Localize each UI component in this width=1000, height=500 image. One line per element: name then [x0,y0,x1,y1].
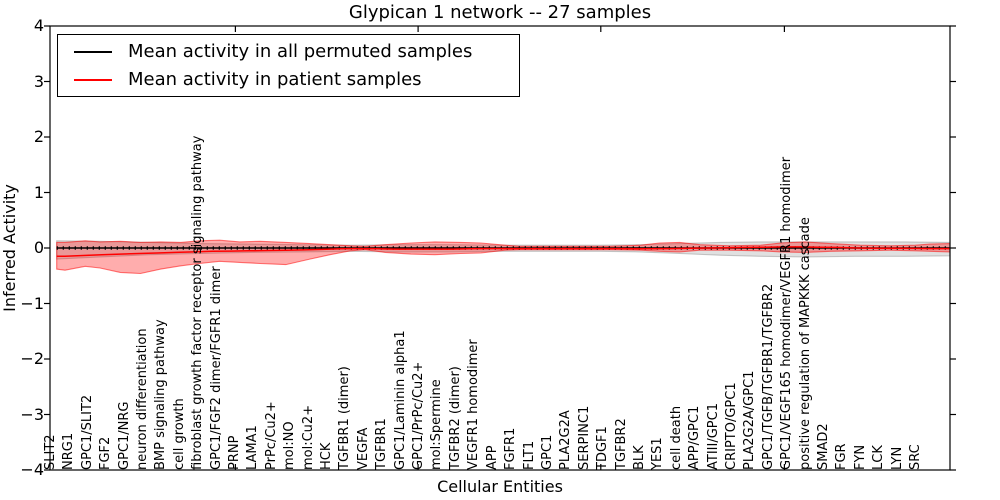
y-tick-label: −1 [20,293,44,313]
x-tick-label: cell growth [171,398,187,470]
x-axis-label: Cellular Entities [437,477,563,496]
x-tick-label: mol:Spermine [429,379,445,470]
x-tick-label: BLK [631,445,647,470]
x-tick-label: mol:Cu2+ [300,404,316,470]
chart-title: Glypican 1 network -- 27 samples [348,2,652,23]
x-tick-label: YES1 [650,437,666,470]
x-tick-label: FGFR1 [503,427,519,470]
x-tick-label: positive regulation of MAPKKK cascade [797,217,813,470]
x-tick-label: VEGFA [355,427,371,470]
legend: Mean activity in all permuted samples Mea… [57,34,520,97]
x-tick-label: PLA2G2A [558,410,574,470]
legend-label: Mean activity in all permuted samples [128,41,473,62]
x-tick-label: GPC1/TGFB/TGFBR1/TGFBR2 [760,283,776,470]
x-tick-label: APP/GPC1 [687,405,703,470]
patient-mean-line [56,246,950,258]
x-tick-label: mol:NO [282,421,298,470]
y-tick-label: −2 [20,349,44,368]
x-tick-label: GPC1/VEGF165 homodimer/VEGFR1 homodimer [779,156,795,470]
x-tick-label: HCK [319,442,335,470]
y-tick-label: −3 [20,404,44,424]
permuted-line-sample [74,50,112,53]
x-tick-label: GPC1/NRG [116,401,132,470]
x-tick-label: GPC1/Laminin alpha1 [392,330,408,470]
y-tick-label: 4 [33,16,44,35]
x-tick-label: PrPc/Cu2+ [263,401,279,470]
x-tick-label: FGR [834,443,850,470]
y-tick-label: 1 [33,182,44,202]
x-tick-label: SMAD2 [815,423,831,470]
x-tick-label: FGF2 [98,436,114,470]
x-tick-label: ATIII/GPC1 [705,403,721,470]
x-tick-label: LCK [871,445,887,470]
y-tick-label: 3 [33,71,44,91]
x-tick-label: TDGF1 [595,426,611,470]
legend-entry: Mean activity in all permuted samples [58,40,519,64]
x-tick-label: TGFBR2 [613,418,629,470]
x-tick-label: cell death [668,405,684,470]
x-tick-label: NRG1 [61,432,77,470]
x-tick-label: SRC [908,444,923,470]
x-tick-label: VEGFR1 homodimer [466,339,482,470]
y-tick-label: 0 [33,238,44,257]
legend-entry: Mean activity in patient samples [58,68,519,92]
x-tick-label: TGFBR2 (dimer) [447,366,463,470]
x-tick-label: fibroblast growth factor receptor signal… [190,135,206,470]
x-tick-label: neuron differentiation [135,328,151,470]
x-tick-label: CRIPTO/GPC1 [723,382,739,470]
y-tick-label: −4 [20,460,44,479]
x-tick-label: FYN [852,444,868,470]
x-tick-label: GPC1/PrPc/Cu2+ [411,361,427,470]
legend-label: Mean activity in patient samples [128,69,422,90]
x-tick-label: SLIT2 [43,434,58,470]
patient-line-sample [74,78,112,81]
x-tick-label: GPC1/SLIT2 [79,394,95,470]
x-tick-label: FLT1 [521,440,537,470]
x-tick-label: LAMA1 [245,425,261,470]
x-tick-label: TGFBR1 (dimer) [337,366,353,470]
x-tick-label: SERPINC1 [576,405,592,470]
y-tick-label: 2 [33,127,44,146]
x-tick-label: BMP signaling pathway [153,319,169,470]
x-tick-label: LYN [889,446,905,470]
x-tick-label: PRNP [227,435,243,470]
x-tick-label: TGFBR1 [374,418,390,470]
x-tick-label: GPC1/FGF2 dimer/FGFR1 dimer [208,266,224,470]
x-tick-label: GPC1 [539,434,555,470]
x-tick-label: PLA2G2A/GPC1 [742,370,758,470]
x-tick-label: APP [484,445,500,470]
